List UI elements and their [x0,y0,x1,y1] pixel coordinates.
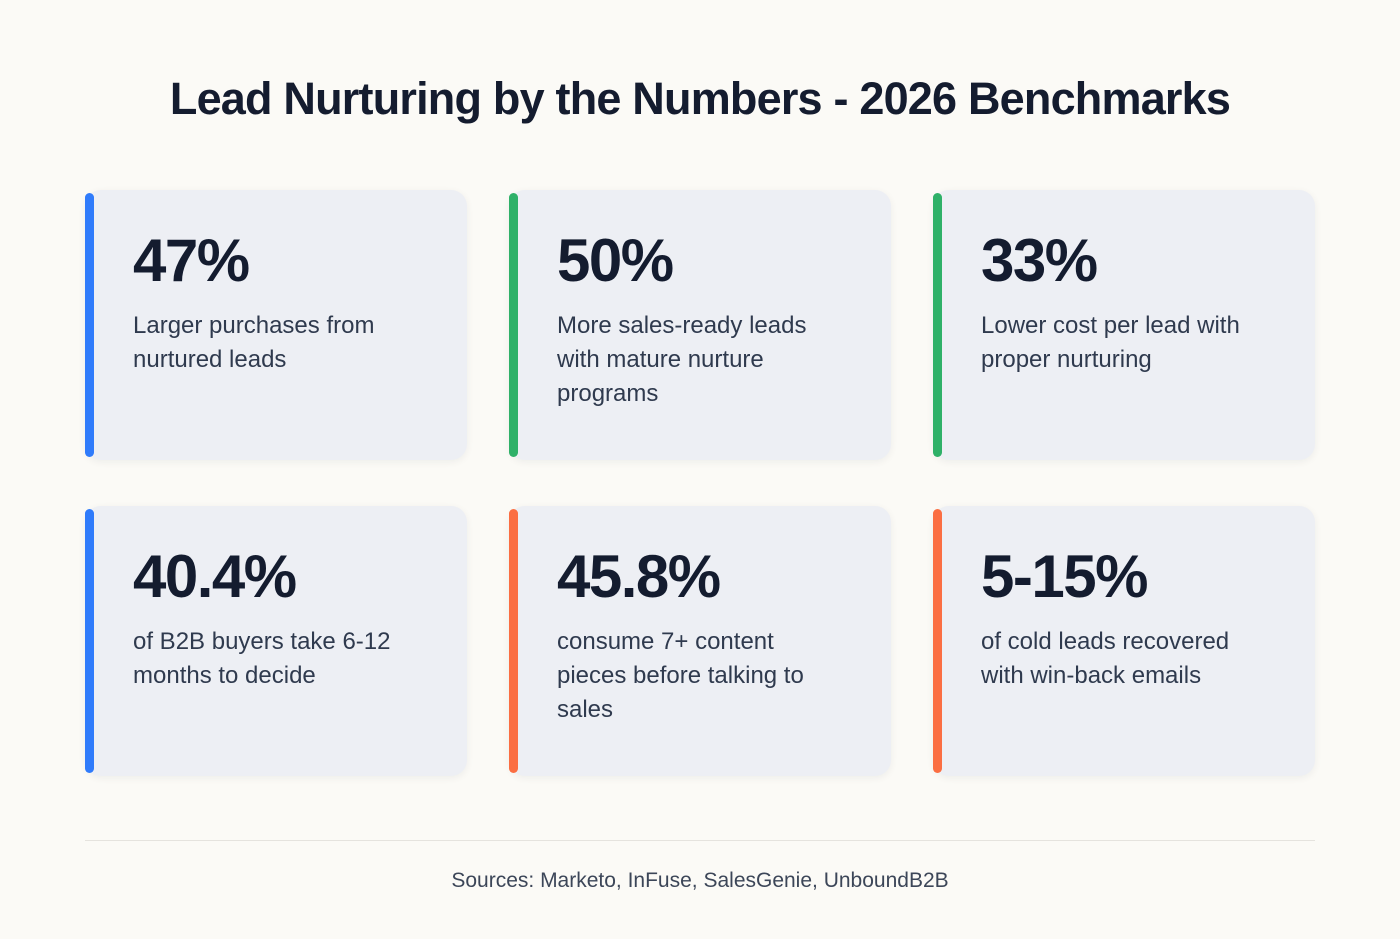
stat-description: of B2B buyers take 6-12 months to decide [133,627,391,689]
stats-grid: 47% Larger purchases from nurtured leads… [85,189,1315,776]
stat-card-content-pieces: 45.8% consume 7+ content pieces before t… [509,505,891,776]
stat-card-larger-purchases: 47% Larger purchases from nurtured leads [85,189,467,460]
stat-description: consume 7+ content pieces before talking… [557,627,804,723]
accent-bar [85,192,94,457]
stat-description: of cold leads recovered with win-back em… [981,627,1230,689]
stat-description: Larger purchases from nurtured leads [133,311,375,373]
stat-description: More sales-ready leads with mature nurtu… [557,311,807,407]
accent-bar [933,508,942,773]
stat-value: 5-15% [981,542,1148,610]
stat-card-b2b-decision-time: 40.4% of B2B buyers take 6-12 months to … [85,505,467,776]
accent-bar [85,508,94,773]
stat-description: Lower cost per lead with proper nurturin… [981,311,1240,373]
page-title: Lead Nurturing by the Numbers - 2026 Ben… [169,73,1231,124]
stat-card-lower-cost: 33% Lower cost per lead with proper nurt… [933,189,1315,460]
stat-value: 50% [557,226,674,294]
accent-bar [933,192,942,457]
accent-bar [509,192,518,457]
infographic-page: Lead Nurturing by the Numbers - 2026 Ben… [0,74,1400,939]
stat-value: 45.8% [557,542,721,610]
stat-value: 47% [133,226,250,294]
stat-card-winback-recovery: 5-15% of cold leads recovered with win-b… [933,505,1315,776]
stat-value: 40.4% [133,542,297,610]
accent-bar [509,508,518,773]
sources-text: Sources: Marketo, InFuse, SalesGenie, Un… [451,868,949,892]
stat-card-sales-ready-leads: 50% More sales-ready leads with mature n… [509,189,891,460]
stat-value: 33% [981,226,1098,294]
footer-divider [85,839,1315,841]
